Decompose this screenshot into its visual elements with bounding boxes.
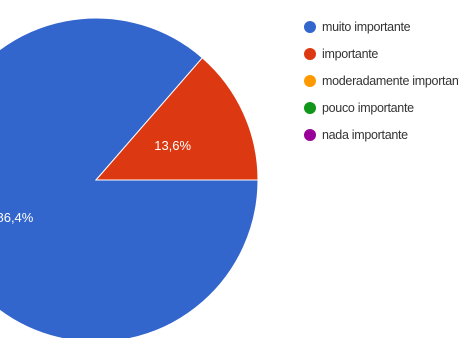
- legend-label-importante: importante: [322, 47, 379, 61]
- pie-slice-label-importante: 13,6%: [154, 138, 191, 153]
- pie-slices: [0, 17, 259, 338]
- legend-swatch-nada-importante: [304, 129, 316, 141]
- legend-label-muito-importante: muito importante: [322, 20, 411, 34]
- pie-chart-plot: 86,4% 13,6%: [0, 17, 259, 338]
- legend-swatch-pouco-importante: [304, 102, 316, 114]
- legend-label-nada-importante: nada importante: [322, 128, 408, 142]
- legend-label-moderadamente-importante: moderadamente importante: [322, 74, 459, 88]
- pie-slice-muito-importante[interactable]: [0, 17, 259, 338]
- legend-item-importante[interactable]: importante: [304, 43, 459, 65]
- pie-slice-labels: 86,4% 13,6%: [0, 138, 192, 225]
- legend-label-pouco-importante: pouco importante: [322, 101, 414, 115]
- legend-swatch-importante: [304, 48, 316, 60]
- legend-item-muito-importante[interactable]: muito importante: [304, 16, 459, 38]
- legend-swatch-muito-importante: [304, 21, 316, 33]
- legend-item-nada-importante[interactable]: nada importante: [304, 124, 459, 146]
- chart-legend: muito importante importante moderadament…: [304, 16, 459, 151]
- legend-item-moderadamente-importante[interactable]: moderadamente importante: [304, 70, 459, 92]
- pie-slice-label-muito-importante: 86,4%: [0, 210, 34, 225]
- legend-swatch-moderadamente-importante: [304, 75, 316, 87]
- pie-slice-importante[interactable]: [94, 57, 259, 181]
- legend-item-pouco-importante[interactable]: pouco importante: [304, 97, 459, 119]
